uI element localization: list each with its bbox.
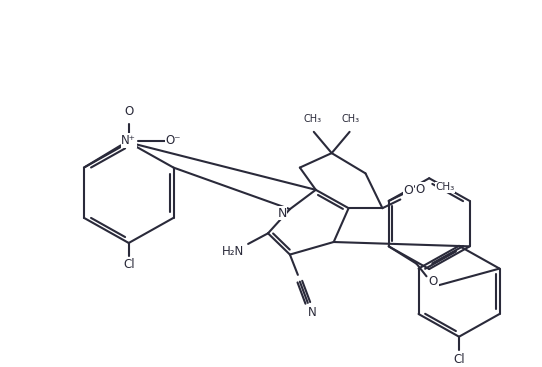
Text: CH₃: CH₃ [304,114,322,124]
Text: Cl: Cl [123,258,134,271]
Text: N: N [278,207,287,219]
Text: CH₃: CH₃ [435,182,455,192]
Text: CH₃: CH₃ [341,114,360,124]
Text: Cl: Cl [453,353,465,366]
Text: O: O [429,275,438,288]
Text: O⁻: O⁻ [166,134,181,147]
Text: O: O [403,184,413,197]
Text: O: O [416,183,425,196]
Text: H₂N: H₂N [222,245,244,258]
Text: O: O [124,105,133,118]
Text: N⁺: N⁺ [121,134,136,147]
Text: N: N [307,306,316,319]
